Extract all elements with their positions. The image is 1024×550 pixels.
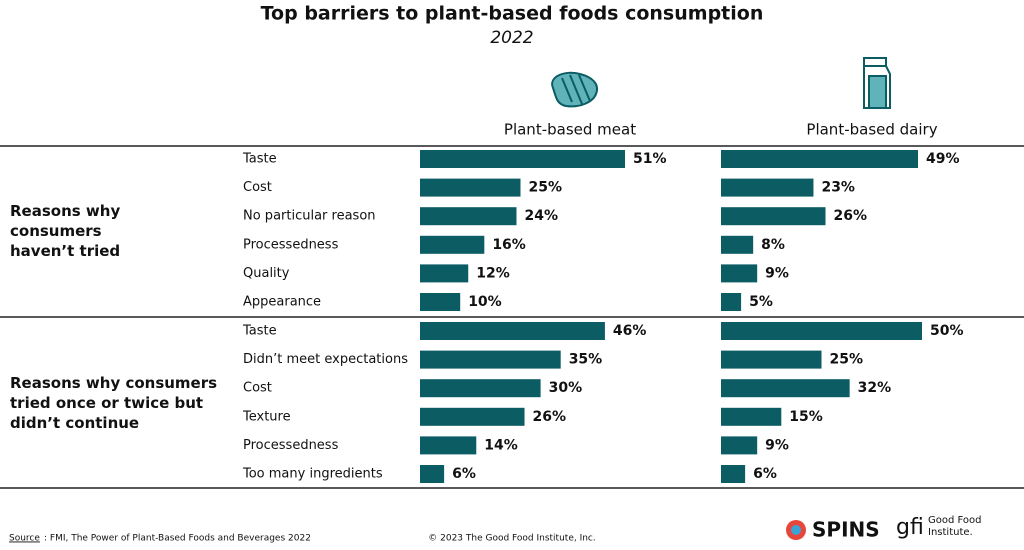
group-label: Reasons why consumers haven’t tried — [10, 201, 121, 260]
category-label: Taste — [242, 152, 277, 167]
value-label: 15% — [789, 409, 823, 425]
value-label: 6% — [753, 466, 777, 482]
value-label: 14% — [484, 437, 518, 453]
category-label: Quality — [243, 266, 290, 281]
value-label: 50% — [930, 323, 964, 339]
value-label: 30% — [549, 380, 583, 396]
chart-title: Top barriers to plant-based foods consum… — [261, 3, 764, 25]
category-label: No particular reason — [243, 209, 376, 224]
bar — [420, 264, 469, 283]
category-label: Didn’t meet expectations — [243, 352, 408, 367]
bar — [721, 436, 758, 455]
bar — [721, 379, 850, 398]
value-label: 10% — [468, 294, 502, 310]
category-label: Appearance — [243, 295, 321, 310]
copyright: © 2023 The Good Food Institute, Inc. — [428, 534, 596, 544]
category-label: Cost — [243, 180, 272, 195]
bar — [420, 350, 561, 369]
bar — [420, 235, 485, 254]
meat-icon — [551, 71, 598, 108]
value-label: 25% — [830, 352, 864, 368]
category-label: Too many ingredients — [242, 467, 383, 482]
bar — [420, 293, 461, 311]
bar — [721, 465, 746, 483]
value-label: 5% — [749, 294, 773, 310]
category-label: Processedness — [243, 438, 339, 453]
category-label: Taste — [242, 324, 277, 339]
bar — [420, 465, 445, 483]
bar — [420, 207, 517, 226]
logo-text: Good Food Institute. — [928, 515, 982, 538]
bar — [420, 407, 525, 426]
group-label: Reasons why consumers tried once or twic… — [10, 373, 218, 432]
value-label: 26% — [533, 409, 567, 425]
category-label: Cost — [243, 381, 272, 396]
bar — [721, 264, 758, 283]
value-label: 24% — [524, 208, 558, 224]
value-label: 46% — [613, 323, 647, 339]
chart-subtitle: 2022 — [490, 28, 533, 48]
bar — [721, 207, 826, 226]
logo: SPINS — [812, 518, 880, 542]
value-label: 12% — [476, 265, 510, 281]
logo: gfi — [896, 515, 924, 540]
value-label: 16% — [492, 237, 526, 253]
value-label: 35% — [569, 352, 603, 368]
bar — [420, 436, 477, 455]
logo-text: Good Food Institute. — [928, 515, 982, 538]
value-label: 8% — [761, 237, 785, 253]
value-label: 25% — [529, 180, 563, 196]
column-header: Plant-based dairy — [806, 121, 937, 139]
bar — [721, 407, 782, 426]
value-label: 51% — [633, 151, 667, 167]
source: : FMI, The Power of Plant-Based Foods an… — [44, 534, 311, 544]
value-label: 9% — [765, 437, 789, 453]
bar — [721, 150, 918, 168]
source-label: Source — [9, 534, 40, 544]
value-label: 26% — [834, 208, 868, 224]
bar — [420, 150, 626, 168]
spins-icon — [791, 525, 801, 535]
bar — [721, 235, 754, 254]
value-label: 23% — [821, 180, 855, 196]
bar — [420, 379, 541, 398]
bar — [420, 322, 605, 340]
value-label: 32% — [858, 380, 892, 396]
column-header: Plant-based meat — [504, 121, 636, 139]
category-label: Texture — [242, 409, 291, 424]
value-label: 49% — [926, 151, 960, 167]
value-label: 6% — [452, 466, 476, 482]
category-label: Processedness — [243, 237, 339, 252]
value-label: 9% — [765, 265, 789, 281]
bar — [721, 178, 814, 197]
dairy-icon — [863, 57, 891, 109]
bar — [721, 350, 822, 369]
bar — [721, 322, 922, 340]
bar — [721, 293, 742, 311]
bar — [420, 178, 521, 197]
